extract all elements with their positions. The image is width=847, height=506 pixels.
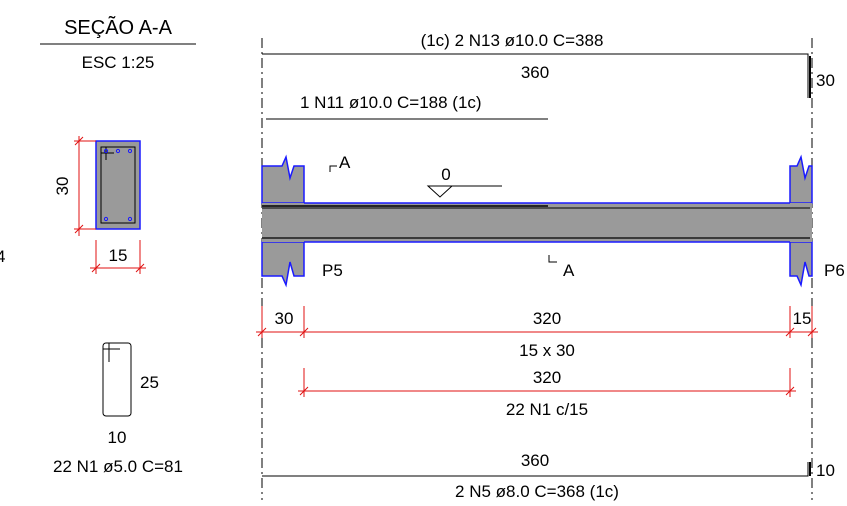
bottom-bar-label: 2 N5 ø8.0 C=368 (1c): [455, 482, 619, 501]
section-title: SEÇÃO A-A: [64, 15, 172, 39]
section-cut-mark-bottom: [548, 255, 557, 263]
stirrup-width-label: 10: [108, 428, 127, 447]
right-support-label: P6: [824, 261, 845, 280]
section-view: SEÇÃO A-A ESC 1:25 30 15 4: [0, 15, 196, 274]
top-bar-hook-length: 30: [816, 71, 835, 90]
stirrup-span-label: 320: [533, 368, 561, 387]
section-height-label: 30: [53, 177, 72, 196]
rebar-dot: [103, 216, 109, 222]
rebar-dot: [127, 216, 133, 222]
dim-span: 320: [533, 309, 561, 328]
top-bar-length: 360: [521, 63, 549, 82]
rebar-dot: [115, 148, 121, 154]
section-mark-bottom: A: [563, 261, 575, 280]
bottom-bar-hook-length: 10: [816, 461, 835, 480]
dim-tick: [807, 327, 817, 337]
section-cut-mark-top: [329, 165, 337, 172]
dim-tick: [299, 386, 309, 396]
rebar-dot: [103, 148, 109, 154]
top-bar-line: [262, 53, 809, 98]
dim-tick: [785, 327, 795, 337]
dim-tick: [74, 224, 84, 234]
stirrup-height-label: 25: [140, 373, 159, 392]
right-support-top: [789, 154, 813, 204]
stirrup-detail: 25 10 22 N1 ø5.0 C=81: [53, 342, 183, 476]
section-stirrup: [100, 146, 136, 224]
neg-bar-label: 1 N11 ø10.0 C=188 (1c): [300, 93, 482, 112]
dim-tick: [91, 263, 101, 273]
beam-elevation: (1c) 2 N13 ø10.0 C=388 360 30 1 N11 ø10.…: [256, 31, 845, 501]
dim-tick: [74, 136, 84, 146]
dim-tick: [257, 327, 267, 337]
stirrup-bar-label: 22 N1 ø5.0 C=81: [53, 457, 183, 476]
left-support-bottom: [261, 241, 305, 288]
bottom-bar-length: 360: [521, 451, 549, 470]
beam-body: [262, 203, 812, 242]
level-triangle: [426, 185, 454, 198]
section-scale: ESC 1:25: [82, 53, 155, 72]
section-mark-top: A: [339, 153, 351, 172]
level-label: 0: [441, 165, 450, 184]
top-bar-label: (1c) 2 N13 ø10.0 C=388: [421, 31, 604, 50]
dim-tick: [785, 386, 795, 396]
stirrup-shape: [102, 342, 132, 417]
left-support-label: P5: [322, 261, 343, 280]
dim-left-support: 30: [275, 309, 294, 328]
section-width-label: 15: [109, 246, 128, 265]
edge-label: 4: [0, 247, 5, 266]
stirrup-spacing-label: 22 N1 c/15: [506, 400, 588, 419]
dim-tick: [135, 263, 145, 273]
rebar-dot: [127, 148, 133, 154]
bottom-bar-line: [262, 462, 809, 477]
right-support-bottom: [789, 241, 813, 288]
dim-right-support: 15: [793, 309, 812, 328]
beam-size-label: 15 x 30: [519, 341, 575, 360]
left-support-top: [261, 154, 305, 204]
dim-tick: [299, 327, 309, 337]
section-concrete: [95, 140, 141, 230]
